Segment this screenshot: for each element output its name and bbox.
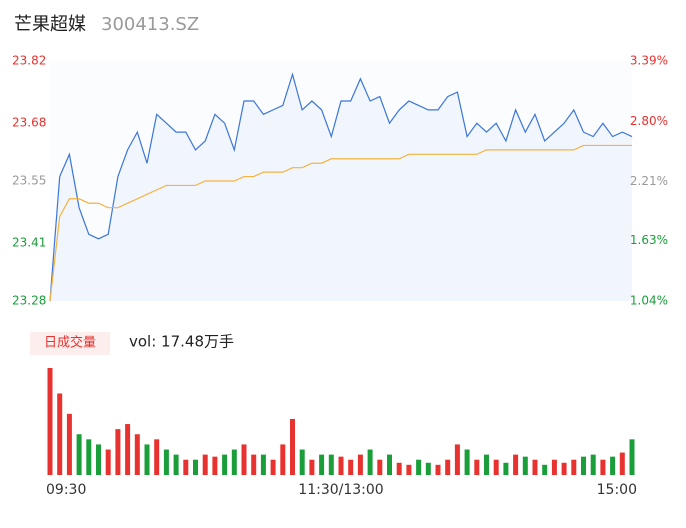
volume-bar	[532, 459, 538, 475]
volume-bar	[493, 459, 499, 475]
volume-bar	[86, 439, 92, 475]
volume-bar	[173, 454, 179, 475]
volume-bar	[299, 449, 305, 475]
volume-bar	[57, 393, 63, 475]
volume-bar	[619, 452, 625, 475]
volume-bar	[503, 462, 509, 475]
volume-bar	[551, 459, 557, 475]
volume-bar	[241, 444, 247, 475]
volume-summary: vol: 17.48万手	[129, 333, 234, 351]
volume-bar	[154, 439, 160, 475]
x-tick-label: 09:30	[46, 482, 86, 498]
volume-bar	[309, 459, 315, 475]
volume-bar	[348, 459, 354, 475]
avg-line	[49, 144, 632, 302]
volume-bar	[416, 459, 422, 475]
volume-bar	[319, 454, 325, 475]
volume-bar	[425, 462, 431, 475]
y2-tick-label: 3.39%	[630, 54, 668, 68]
y2-tick-label: 2.80%	[630, 114, 668, 128]
price-area	[50, 74, 632, 301]
volume-bar	[193, 459, 198, 475]
volume-bar	[357, 454, 363, 475]
volume-bar	[212, 456, 218, 475]
volume-bar	[134, 434, 140, 475]
volume-bar	[629, 439, 635, 475]
volume-bar	[105, 449, 111, 475]
volume-bar	[396, 462, 402, 475]
volume-bar	[590, 454, 596, 475]
y-tick-label: 23.28	[12, 294, 46, 308]
x-tick-label: 15:00	[597, 482, 637, 498]
volume-bar	[445, 459, 451, 475]
volume-bar	[542, 464, 548, 475]
y-tick-label: 23.68	[12, 116, 46, 130]
y2-tick-label: 1.04%	[630, 294, 668, 308]
y-tick-label: 23.82	[12, 54, 46, 68]
y2-tick-label: 2.21%	[630, 174, 668, 188]
volume-bar	[561, 462, 567, 475]
stock-code: 300413.SZ	[101, 14, 199, 35]
volume-bar	[581, 456, 586, 475]
volume-bar	[377, 459, 383, 475]
y-tick-label: 23.55	[12, 174, 46, 188]
volume-bar	[251, 454, 257, 475]
volume-bar	[387, 454, 392, 475]
volume-bar	[144, 444, 150, 475]
y2-tick-label: 1.63%	[630, 233, 668, 247]
stock-name: 芒果超媒	[14, 14, 86, 35]
volume-bar	[270, 459, 276, 475]
volume-bar	[125, 424, 131, 475]
volume-bar	[338, 456, 344, 475]
volume-bar	[600, 459, 606, 475]
volume-bar	[260, 454, 266, 475]
volume-bar	[183, 459, 189, 475]
volume-bar	[115, 429, 121, 475]
volume-bar	[222, 454, 228, 475]
volume-bar	[571, 459, 577, 475]
volume-bar	[474, 459, 480, 475]
volume-bar	[454, 444, 460, 475]
volume-bar	[328, 454, 334, 475]
volume-bar	[435, 464, 441, 475]
volume-bar	[76, 434, 82, 475]
volume-bar	[163, 449, 169, 475]
volume-bar	[280, 444, 286, 475]
volume-bar	[484, 454, 489, 475]
volume-bar	[610, 456, 616, 475]
volume-bar	[47, 368, 53, 475]
volume-bar	[202, 454, 208, 475]
volume-bar	[367, 449, 373, 475]
volume-bar	[66, 413, 72, 475]
volume-bar	[290, 418, 295, 475]
price-line	[49, 72, 633, 302]
volume-bar	[464, 449, 470, 475]
volume-bar	[513, 454, 519, 475]
volume-bar	[522, 456, 528, 475]
volume-bar	[231, 449, 237, 475]
volume-bar	[406, 464, 412, 475]
volume-bar	[96, 444, 101, 475]
y-tick-label: 23.41	[12, 236, 46, 250]
x-tick-label: 11:30/13:00	[298, 482, 383, 498]
legend-box	[30, 332, 110, 355]
volume-legend: 日成交量	[44, 335, 96, 351]
